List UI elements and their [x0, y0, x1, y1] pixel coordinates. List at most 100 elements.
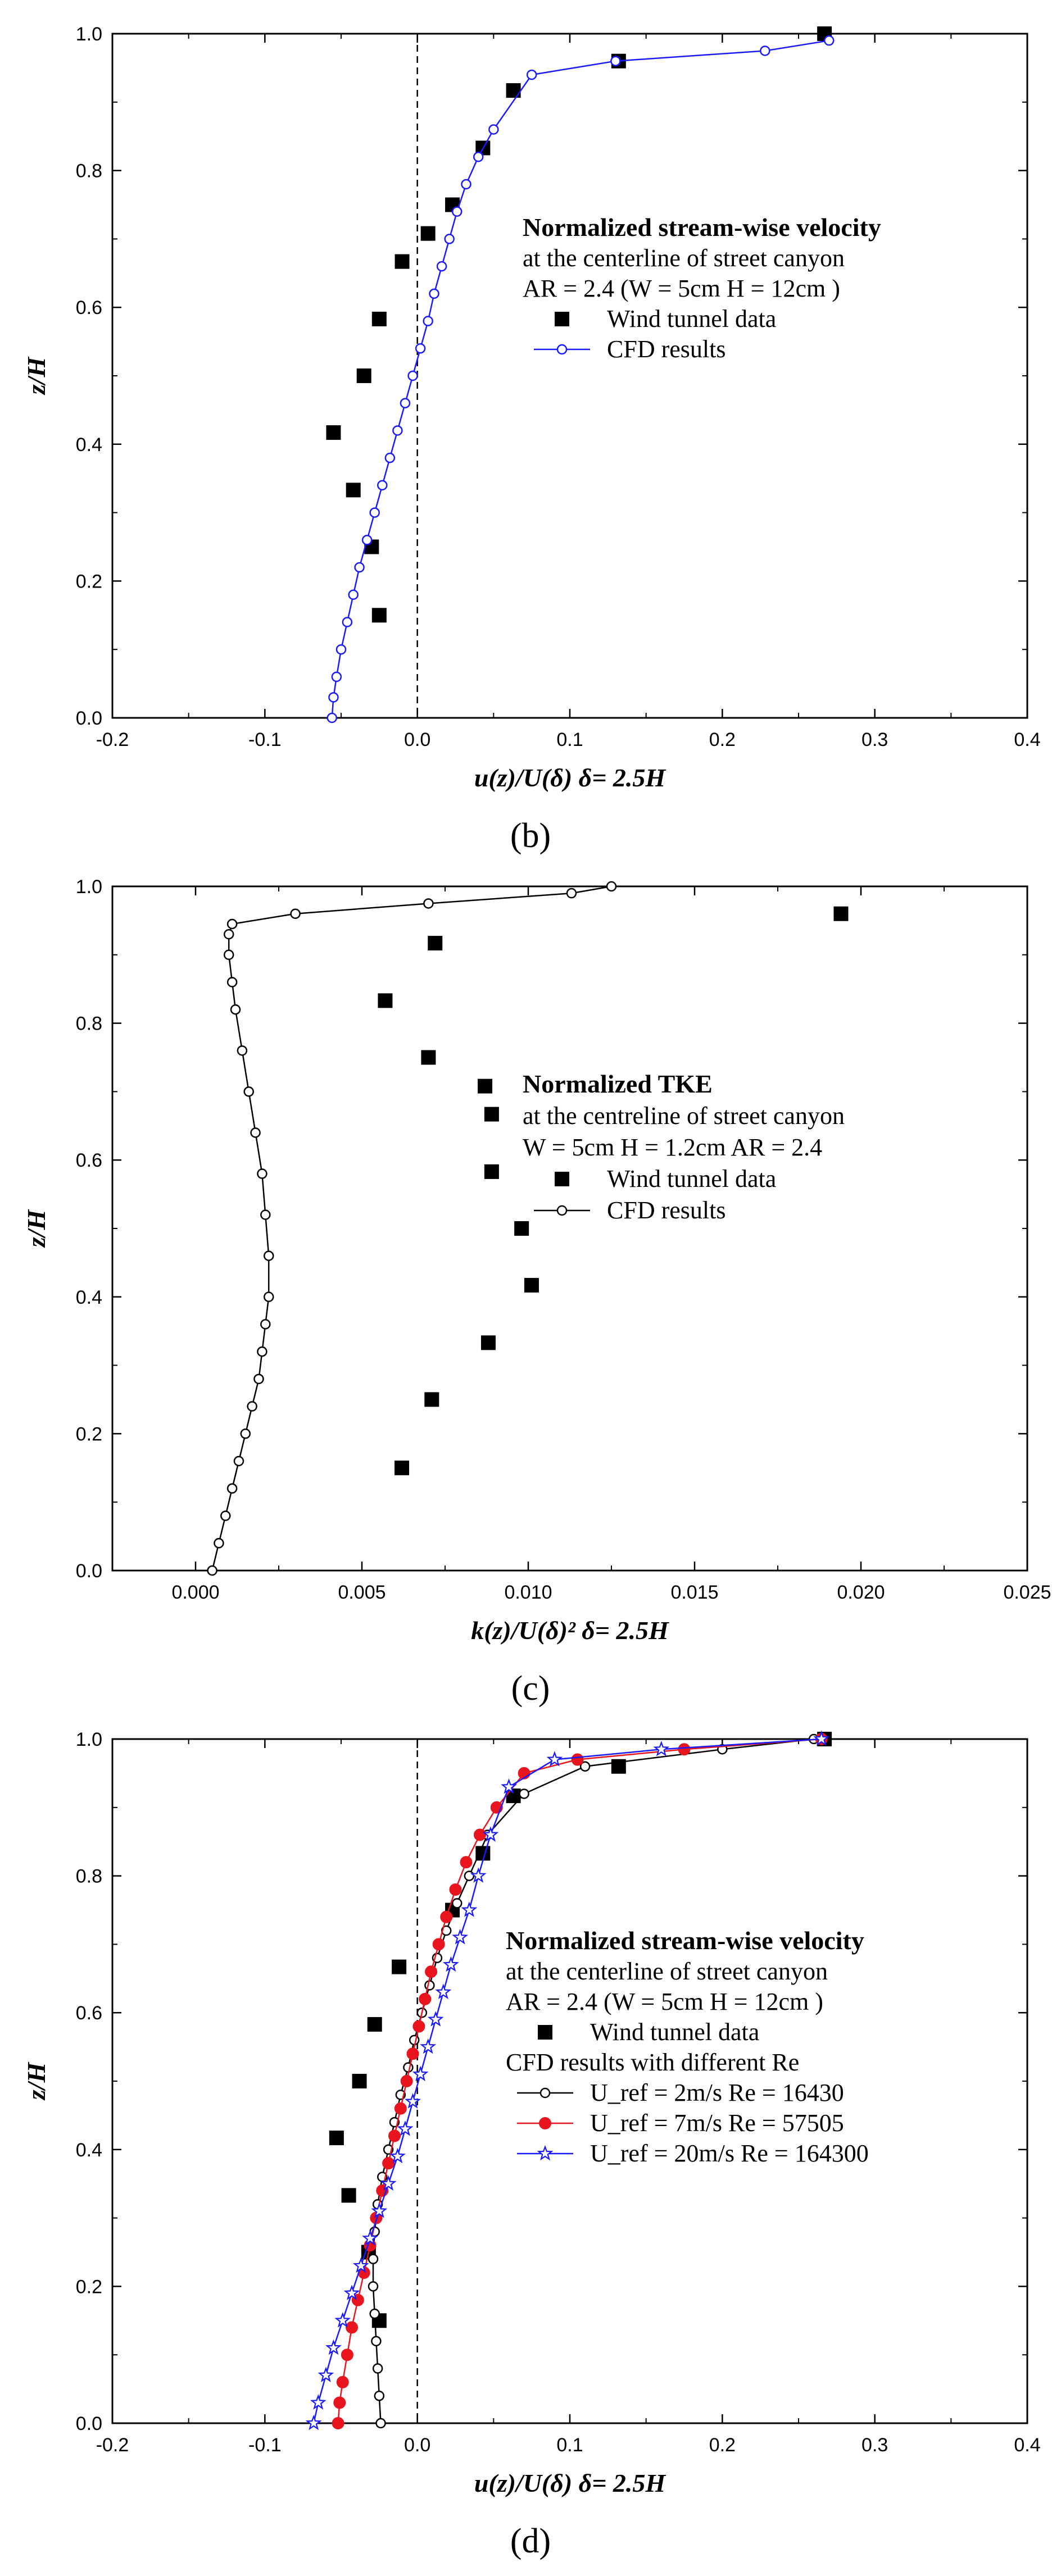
- data-point: [388, 2129, 401, 2142]
- y-tick-label: 0.8: [76, 1013, 102, 1035]
- data-point: [348, 589, 359, 600]
- y-tick-label: 0.2: [76, 571, 102, 592]
- data-point: [260, 1209, 271, 1220]
- data-point: [257, 1346, 267, 1357]
- data-point: [377, 480, 388, 491]
- data-point: [395, 254, 410, 269]
- data-point: [361, 535, 373, 545]
- data-point: [384, 452, 396, 463]
- data-point: [329, 2131, 344, 2146]
- y-tick-label: 0.0: [76, 1560, 102, 1582]
- legend-entry: CFD results: [607, 335, 726, 363]
- chart-panel-c: 0.000 0.005 0.010 0.015 0.020 0.025 0.0 0.2 0.4 0…: [22, 876, 1051, 1708]
- legend-swatch: [537, 2145, 554, 2161]
- data-point: [333, 2396, 346, 2409]
- legend-line: at the centerline of street canyon: [523, 244, 845, 272]
- data-point: [371, 311, 387, 326]
- x-tick-label: -0.2: [96, 729, 129, 750]
- data-point: [473, 1828, 486, 1841]
- legend-swatch: [556, 344, 568, 355]
- y-axis-label: z/H: [22, 2062, 51, 2101]
- y-tick-label: 0.0: [76, 2413, 102, 2434]
- data-point: [260, 1319, 271, 1330]
- legend-entry: U_ref = 2m/s Re = 16430: [590, 2079, 844, 2106]
- panel-label: (c): [511, 1669, 550, 1708]
- data-point: [368, 2281, 379, 2292]
- data-point: [369, 2308, 380, 2319]
- panel-label: (b): [510, 817, 551, 855]
- legend-line: at the centreline of street canyon: [523, 1102, 845, 1130]
- data-point: [380, 2175, 397, 2191]
- data-point: [332, 2417, 344, 2429]
- data-point: [473, 151, 484, 162]
- data-point: [226, 918, 238, 930]
- data-point: [424, 1392, 439, 1407]
- legend-title: Normalized TKE: [523, 1069, 713, 1098]
- y-axis-label: z/H: [22, 1209, 51, 1249]
- data-point: [519, 1788, 529, 1799]
- data-point: [372, 2363, 383, 2374]
- x-tick-label: 0.0: [404, 729, 430, 750]
- y-tick-label: 0.4: [76, 1287, 102, 1308]
- data-point: [440, 1910, 453, 1923]
- data-point: [571, 1753, 584, 1766]
- data-point: [484, 1107, 499, 1122]
- x-tick-label: -0.1: [248, 2434, 282, 2456]
- data-point: [566, 888, 577, 899]
- data-point: [345, 2321, 358, 2334]
- data-point: [352, 2257, 369, 2273]
- data-point: [419, 1992, 432, 2005]
- data-point: [409, 2035, 420, 2046]
- data-point: [382, 2157, 395, 2170]
- data-point: [367, 2017, 382, 2032]
- plot-frame: [111, 885, 1028, 1572]
- data-point: [371, 2336, 382, 2347]
- legend-line: at the centerline of street canyon: [506, 1958, 828, 1985]
- data-point: [226, 1483, 238, 1494]
- data-point: [452, 1929, 469, 1945]
- legend-swatch: [539, 2117, 551, 2129]
- legend-swatch: [556, 1205, 568, 1216]
- chart-panel-b: -0.2 -0.1 0.0 0.1 0.2 0.3 0.4 0.0 0.2 0.4 0.6 0.8 1.…: [22, 24, 1041, 855]
- legend-entry: Wind tunnel data: [607, 1165, 776, 1193]
- data-point: [240, 1428, 251, 1439]
- data-point: [478, 1078, 493, 1094]
- data-point: [394, 2102, 407, 2115]
- x-tick-label: 0.3: [862, 729, 888, 750]
- series-1: [207, 881, 617, 1576]
- data-point: [207, 1565, 217, 1576]
- data-point: [341, 2188, 356, 2203]
- data-point: [220, 1510, 231, 1521]
- data-point: [374, 2391, 385, 2401]
- legend-swatch: [539, 2087, 551, 2099]
- y-tick-label: 1.0: [76, 876, 102, 898]
- data-point: [482, 1826, 499, 1842]
- data-point: [420, 2038, 437, 2054]
- data-point: [305, 2414, 322, 2431]
- data-point: [352, 2074, 367, 2088]
- data-point: [606, 881, 617, 892]
- data-point: [223, 949, 234, 961]
- data-point: [432, 1938, 445, 1951]
- data-point: [263, 1250, 274, 1261]
- data-point: [335, 644, 347, 655]
- data-point: [833, 906, 849, 921]
- legend-line: AR = 2.4 (W = 5cm H = 12cm ): [523, 275, 840, 302]
- x-tick-label: 0.3: [862, 2434, 888, 2456]
- series-line: [312, 1738, 822, 2424]
- data-point: [406, 2047, 419, 2060]
- data-point: [427, 2011, 444, 2027]
- legend-entry: U_ref = 7m/s Re = 57505: [590, 2109, 844, 2137]
- data-point: [392, 425, 403, 436]
- data-point: [420, 226, 436, 241]
- x-axis-label: u(z)/U(δ) δ= 2.5H: [474, 2469, 666, 2497]
- data-point: [230, 1004, 241, 1015]
- y-tick-label: 0.4: [76, 434, 102, 456]
- data-point: [223, 929, 234, 940]
- legend-entry: CFD results with different Re: [506, 2049, 799, 2076]
- data-point: [362, 2229, 379, 2246]
- data-point: [428, 936, 443, 951]
- x-tick-label: 0.010: [504, 1582, 552, 1603]
- data-point: [451, 206, 463, 217]
- data-point: [378, 993, 393, 1008]
